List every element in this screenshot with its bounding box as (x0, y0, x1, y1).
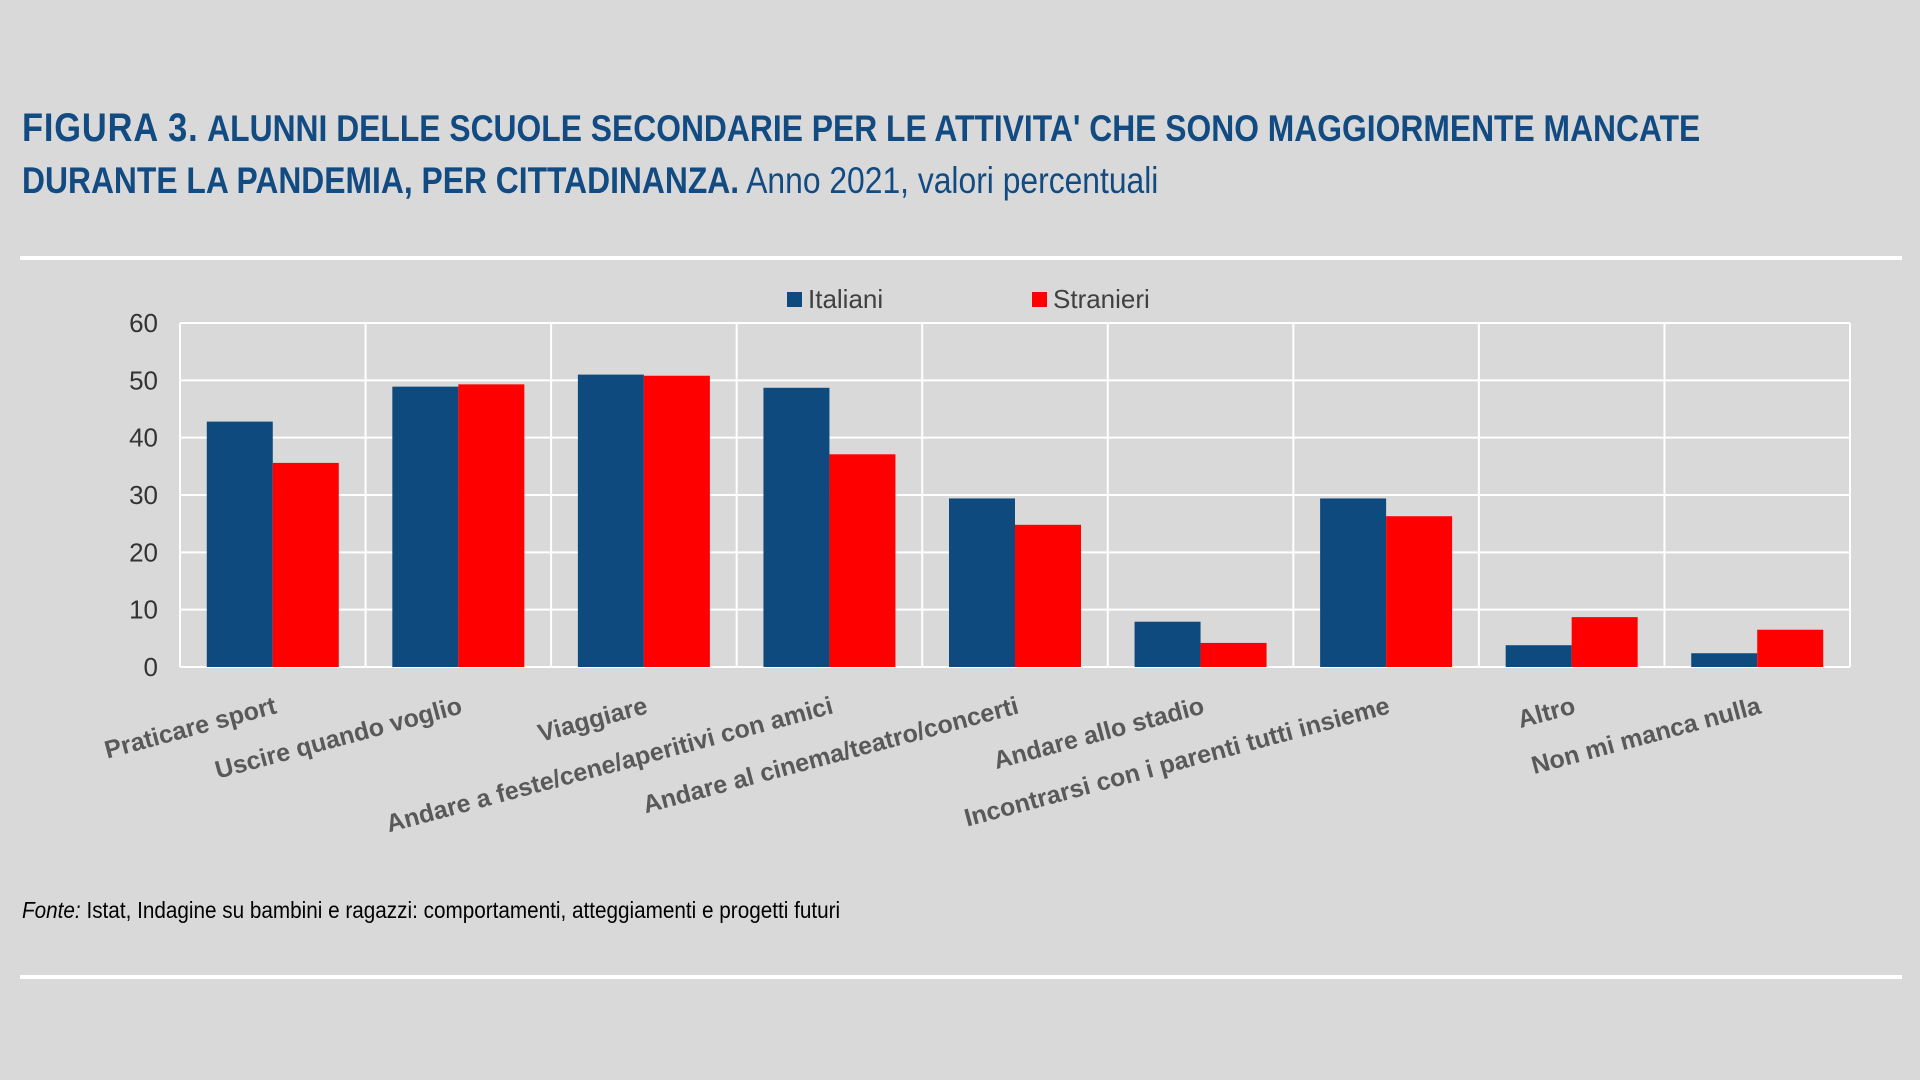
bar-stranieri (829, 454, 896, 667)
legend-label-stranieri: Stranieri (1053, 284, 1150, 314)
bottom-divider (20, 975, 1902, 979)
legend-label-italiani: Italiani (808, 284, 883, 314)
y-tick-label: 30 (129, 480, 158, 510)
bar-stranieri (1015, 524, 1081, 667)
chart-title-part-1: ALUNNI DELLE SCUOLE SECONDARIE PER LE AT… (207, 108, 1701, 149)
legend-swatch-stranieri (1032, 292, 1047, 307)
source-text: Istat, Indagine su bambini e ragazzi: co… (86, 897, 841, 923)
y-tick-label: 40 (129, 423, 158, 453)
top-divider (20, 256, 1902, 260)
bar-stranieri (643, 375, 710, 667)
chart-header: FIGURA 3. ALUNNI DELLE SCUOLE SECONDARIE … (22, 102, 1902, 207)
bar-italiani (1505, 645, 1572, 667)
bar-stranieri (458, 384, 525, 667)
bar-stranieri (1757, 629, 1824, 667)
bar-italiani (577, 374, 644, 667)
bar-stranieri (1200, 642, 1267, 667)
title-line-1: FIGURA 3. ALUNNI DELLE SCUOLE SECONDARIE … (22, 102, 1700, 155)
bar-stranieri (1571, 617, 1638, 667)
chart-title-part-2: DURANTE LA PANDEMIA, PER CITTADINANZA. (22, 160, 740, 201)
bar-stranieri (1386, 516, 1453, 667)
bar-italiani (949, 498, 1015, 667)
bar-italiani (1691, 653, 1758, 667)
legend-swatch-italiani (787, 292, 802, 307)
y-tick-label: 10 (129, 595, 158, 625)
title-line-2: DURANTE LA PANDEMIA, PER CITTADINANZA. A… (22, 155, 1639, 207)
y-tick-label: 20 (129, 537, 158, 567)
bar-italiani (1134, 621, 1201, 667)
bar-italiani (206, 421, 273, 667)
source-label: Fonte: (22, 897, 81, 923)
bar-italiani (763, 387, 830, 667)
y-tick-label: 60 (129, 308, 158, 338)
bar-italiani (392, 386, 459, 667)
figure-label: FIGURA 3. (22, 106, 199, 150)
y-tick-label: 50 (129, 365, 158, 395)
x-category-label: Altro (1515, 692, 1579, 734)
bar-stranieri (272, 462, 339, 667)
chart-subtitle: Anno 2021, valori percentuali (746, 160, 1159, 201)
x-category-label: Viaggiare (535, 692, 651, 748)
y-tick-label: 0 (144, 652, 158, 682)
bar-italiani (1320, 498, 1387, 667)
source-note: Fonte: Istat, Indagine su bambini e raga… (22, 897, 840, 924)
